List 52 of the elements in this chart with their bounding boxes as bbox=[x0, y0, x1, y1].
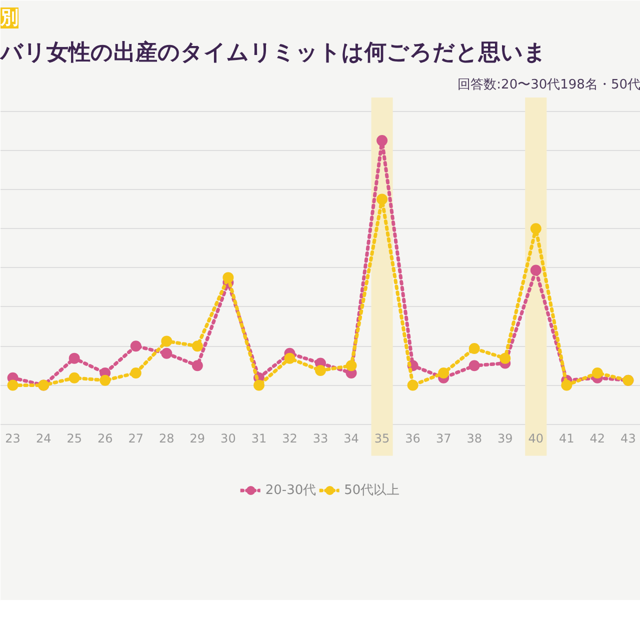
point bbox=[468, 360, 480, 372]
point bbox=[68, 372, 80, 384]
point bbox=[192, 360, 203, 372]
x-tick-label: 24 bbox=[36, 432, 52, 446]
x-tick-label: 37 bbox=[436, 432, 452, 446]
x-tick-label: 42 bbox=[590, 432, 606, 446]
point bbox=[7, 380, 18, 391]
x-tick-label: 23 bbox=[5, 432, 20, 446]
x-tick-label: 26 bbox=[97, 432, 113, 446]
point bbox=[100, 374, 111, 386]
x-tick-label: 25 bbox=[66, 432, 82, 446]
point bbox=[438, 368, 450, 378]
point bbox=[284, 352, 296, 364]
x-tick-label: 27 bbox=[128, 432, 144, 446]
x-tick-label: 33 bbox=[312, 432, 328, 446]
legend-label: 20-30代 bbox=[265, 482, 316, 499]
point bbox=[592, 368, 603, 378]
point bbox=[315, 365, 326, 376]
x-tick-label: 29 bbox=[190, 432, 206, 446]
x-tick-label: 43 bbox=[620, 432, 636, 446]
point bbox=[346, 360, 357, 372]
x-tick-label: 28 bbox=[159, 432, 174, 446]
x-tick-label: 34 bbox=[344, 432, 359, 446]
point bbox=[376, 135, 388, 146]
point bbox=[530, 223, 542, 234]
point bbox=[468, 343, 480, 354]
x-tick-label: 32 bbox=[282, 432, 298, 446]
x-tick-label: 30 bbox=[220, 432, 236, 446]
point bbox=[376, 194, 388, 205]
chart-subtitle: 回答数:20〜30代198名・50代 bbox=[458, 78, 640, 92]
x-tick-label: 40 bbox=[528, 432, 544, 446]
x-tick-label: 36 bbox=[405, 432, 420, 446]
point bbox=[130, 368, 142, 378]
point bbox=[130, 340, 142, 352]
point bbox=[161, 336, 172, 347]
x-tick-label: 38 bbox=[466, 432, 482, 446]
point bbox=[192, 340, 203, 352]
x-tick-label: 41 bbox=[559, 432, 574, 446]
chart-title: バリ女性の出産のタイムリミットは何ごろだと思いま bbox=[0, 40, 546, 66]
point bbox=[561, 380, 572, 391]
point bbox=[161, 348, 172, 359]
legend-label: 50代以上 bbox=[344, 482, 400, 499]
point bbox=[253, 380, 264, 391]
x-tick-label: 39 bbox=[497, 432, 513, 446]
point bbox=[68, 352, 80, 364]
x-tick-label: 31 bbox=[251, 432, 267, 446]
text: 別 bbox=[0, 8, 18, 28]
point bbox=[500, 352, 511, 364]
point bbox=[407, 380, 418, 391]
point bbox=[222, 272, 234, 284]
x-tick-label: 35 bbox=[374, 432, 390, 446]
point bbox=[530, 264, 542, 276]
